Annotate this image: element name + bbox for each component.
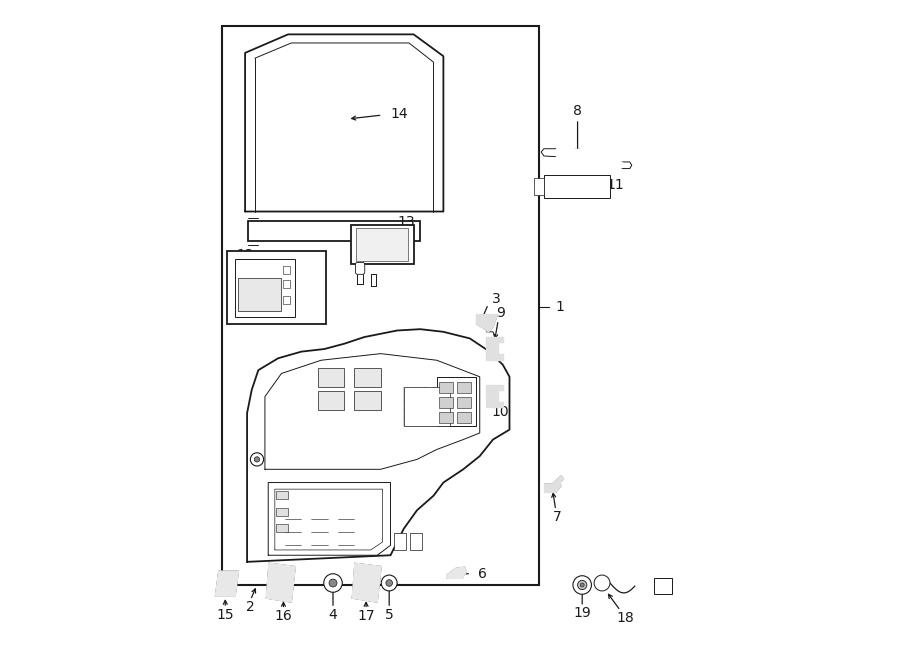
Circle shape <box>594 575 610 591</box>
Bar <box>276 524 288 532</box>
Text: 12: 12 <box>237 248 254 262</box>
Bar <box>248 221 420 241</box>
Bar <box>318 391 344 410</box>
Bar <box>439 412 454 423</box>
Bar <box>235 259 294 317</box>
Text: 13: 13 <box>397 215 415 229</box>
Text: 16: 16 <box>274 609 292 623</box>
Text: 15: 15 <box>216 607 234 622</box>
Bar <box>456 397 472 408</box>
Bar <box>227 251 327 324</box>
Bar <box>404 387 450 426</box>
Polygon shape <box>544 476 563 492</box>
Bar <box>410 533 422 550</box>
Bar <box>653 578 672 594</box>
Text: 10: 10 <box>491 405 509 420</box>
Text: 14: 14 <box>391 106 408 121</box>
Circle shape <box>382 575 397 591</box>
Bar <box>439 382 454 393</box>
FancyBboxPatch shape <box>356 262 364 274</box>
Circle shape <box>250 453 264 466</box>
Bar <box>394 533 406 550</box>
Text: 2: 2 <box>246 600 255 614</box>
Polygon shape <box>352 563 382 602</box>
Polygon shape <box>248 329 509 562</box>
Circle shape <box>329 579 337 587</box>
Polygon shape <box>556 149 622 167</box>
Circle shape <box>255 457 259 462</box>
Text: 7: 7 <box>554 510 562 524</box>
Bar <box>456 412 472 423</box>
Text: 5: 5 <box>385 607 393 622</box>
Bar <box>284 296 290 304</box>
Circle shape <box>580 583 584 587</box>
Text: 9: 9 <box>496 306 505 321</box>
Polygon shape <box>215 571 238 596</box>
Bar <box>284 266 290 274</box>
Bar <box>222 26 539 585</box>
Text: 6: 6 <box>478 566 487 581</box>
Text: 19: 19 <box>573 606 591 621</box>
Bar <box>284 280 290 288</box>
Bar <box>351 225 414 264</box>
Text: 8: 8 <box>573 104 582 118</box>
Bar <box>318 368 344 387</box>
Text: 3: 3 <box>492 292 500 306</box>
Text: 4: 4 <box>328 607 338 622</box>
Polygon shape <box>486 385 503 407</box>
Bar <box>355 391 381 410</box>
Circle shape <box>573 576 591 594</box>
Text: 17: 17 <box>357 609 375 623</box>
Bar <box>356 228 409 261</box>
Text: 1: 1 <box>556 300 564 315</box>
Circle shape <box>386 580 392 586</box>
Text: 18: 18 <box>616 611 634 625</box>
Polygon shape <box>486 337 503 360</box>
Polygon shape <box>476 315 498 332</box>
Circle shape <box>324 574 342 592</box>
Bar <box>238 278 282 311</box>
Polygon shape <box>446 567 466 578</box>
Bar <box>439 397 454 408</box>
Text: 11: 11 <box>606 178 624 192</box>
Bar <box>355 368 381 387</box>
Bar <box>276 508 288 516</box>
Bar <box>534 178 544 195</box>
Bar <box>544 175 610 198</box>
Bar <box>276 491 288 499</box>
Polygon shape <box>266 563 295 602</box>
Circle shape <box>578 580 587 590</box>
Bar <box>456 382 472 393</box>
